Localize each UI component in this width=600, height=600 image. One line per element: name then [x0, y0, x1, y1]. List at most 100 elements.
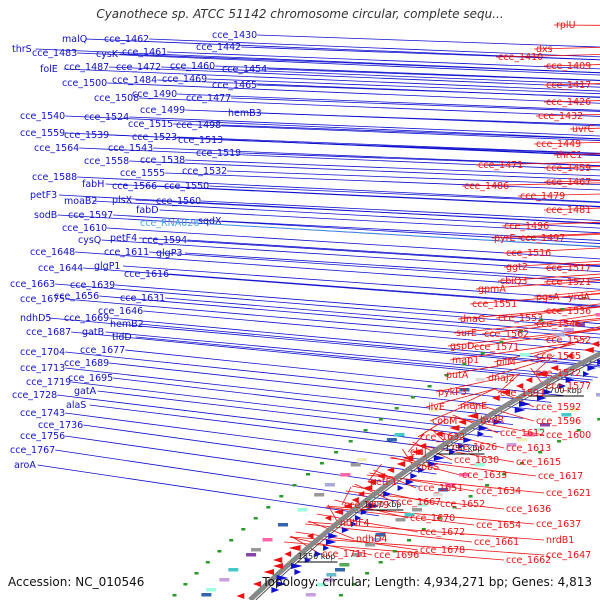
- gene-label[interactable]: cobM: [432, 416, 457, 427]
- gene-label[interactable]: cce_1633: [462, 470, 507, 481]
- gene-label[interactable]: cce_1477: [186, 93, 231, 104]
- gene-label[interactable]: cce_1600: [546, 430, 591, 441]
- gene-label[interactable]: pykF3: [438, 387, 467, 398]
- gene-label[interactable]: cce_1662: [506, 555, 551, 566]
- gene-label[interactable]: cce_1462: [104, 34, 149, 45]
- gene-label[interactable]: putA: [446, 370, 469, 381]
- gene-label[interactable]: cce_1678: [420, 545, 465, 556]
- gene-label[interactable]: uvrC: [572, 124, 595, 135]
- gene-label[interactable]: cce_1637: [536, 519, 581, 530]
- gene-label[interactable]: cce_1539: [64, 130, 109, 141]
- gene-label[interactable]: cce_1617: [538, 471, 583, 482]
- gene-label[interactable]: cce_1636: [506, 504, 551, 515]
- gene-label[interactable]: cce_1442: [196, 42, 241, 53]
- gene-label[interactable]: cce_1460: [170, 61, 215, 72]
- gene-label[interactable]: fabD: [136, 205, 159, 216]
- gene-label[interactable]: cce_1695: [68, 373, 113, 384]
- gene-label[interactable]: cce_1555: [120, 168, 165, 179]
- gene-label[interactable]: cce_1484: [112, 75, 157, 86]
- gene-label[interactable]: cce_1713: [20, 363, 65, 374]
- gene-label[interactable]: cce_1711: [322, 549, 367, 560]
- gene-label[interactable]: cce_1565: [536, 351, 581, 362]
- gene-label[interactable]: cce_1521: [546, 277, 591, 288]
- gene-label[interactable]: gspD: [450, 341, 474, 352]
- gene-label[interactable]: cce_1523: [132, 132, 177, 143]
- gene-label[interactable]: cce_1483: [32, 48, 77, 59]
- gene-label[interactable]: petF1: [370, 477, 397, 488]
- gene-label[interactable]: hemB2: [110, 319, 144, 330]
- gene-label[interactable]: moaB2: [64, 196, 97, 207]
- gene-label[interactable]: petF4: [110, 233, 137, 244]
- gene-label[interactable]: cce_1481: [546, 205, 591, 216]
- gene-label[interactable]: thrS: [12, 44, 32, 55]
- gene-label[interactable]: cce_1612: [500, 428, 545, 439]
- gene-label[interactable]: cce_1566: [112, 181, 157, 192]
- gene-label[interactable]: pgsA: [536, 292, 560, 303]
- gene-label[interactable]: bvdR: [480, 415, 505, 426]
- gene-label[interactable]: cce_1577: [546, 381, 591, 392]
- gene-label[interactable]: gatB: [82, 327, 104, 338]
- gene-label[interactable]: cce_1661: [474, 537, 519, 548]
- gene-label[interactable]: alaS: [66, 400, 86, 411]
- gene-label[interactable]: dnaJ2: [488, 373, 515, 384]
- gene-label[interactable]: map1: [452, 355, 479, 366]
- gene-label[interactable]: cce_1553: [498, 313, 543, 324]
- gene-label[interactable]: cbiJ: [410, 447, 427, 458]
- gene-label[interactable]: cce_1656: [54, 291, 99, 302]
- gene-label[interactable]: cce_1496: [504, 221, 549, 232]
- gene-label[interactable]: sodB: [34, 210, 57, 221]
- gene-label[interactable]: cce_1515: [128, 119, 173, 130]
- gene-label[interactable]: cce_1540: [20, 111, 65, 122]
- gene-label[interactable]: cce_1767: [10, 445, 55, 456]
- gene-label[interactable]: ndhD5: [20, 313, 51, 324]
- gene-label[interactable]: cce_1469: [162, 74, 207, 85]
- gene-label[interactable]: cce_1651: [418, 483, 463, 494]
- gene-label[interactable]: cce_1486: [464, 181, 509, 192]
- gene-label[interactable]: cce_1648: [30, 247, 75, 258]
- gene-label[interactable]: cce_1613: [506, 443, 551, 454]
- gene-label[interactable]: cce_1461: [122, 47, 167, 58]
- gene-label[interactable]: cce_1432: [538, 111, 583, 122]
- gene-label[interactable]: cce_1490: [132, 89, 177, 100]
- gene-label[interactable]: cce_1564: [34, 143, 79, 154]
- gene-label[interactable]: cce_1663: [10, 279, 55, 290]
- gene-label[interactable]: cce_1426: [546, 97, 591, 108]
- gene-label[interactable]: fabH: [82, 179, 104, 190]
- gene-label[interactable]: cce_1594: [142, 235, 187, 246]
- gene-label[interactable]: cce_1513: [178, 135, 223, 146]
- gene-label[interactable]: cce_1571: [474, 342, 519, 353]
- gene-label[interactable]: surE: [456, 328, 477, 339]
- gene-label[interactable]: cce_1591: [500, 388, 545, 399]
- gene-label[interactable]: cce_1519: [196, 148, 241, 159]
- gene-label[interactable]: dnaG: [460, 314, 485, 325]
- gene-label[interactable]: ndhF4: [340, 518, 370, 529]
- gene-label[interactable]: cce_1410: [498, 52, 543, 63]
- gene-labels[interactable]: malQ cce_1462 thrS cce_1483 cysK cce_1461 folE…: [10, 20, 595, 566]
- gene-label[interactable]: cce_1675: [20, 294, 65, 305]
- gene-label[interactable]: tldD: [112, 332, 132, 343]
- gene-label[interactable]: cce_1536: [546, 306, 591, 317]
- gene-label[interactable]: cce_1630: [454, 455, 499, 466]
- gene-label[interactable]: cce_1696: [374, 550, 419, 561]
- gene-label[interactable]: cce_1670: [410, 513, 455, 524]
- gene-label[interactable]: cce_1667: [396, 497, 441, 508]
- gene-label[interactable]: cobS: [416, 462, 439, 473]
- gene-label[interactable]: cce_1538: [140, 155, 185, 166]
- gene-label[interactable]: cce_1615: [516, 457, 561, 468]
- gene-label[interactable]: cce_1467: [546, 177, 591, 188]
- gene-label[interactable]: cce_1669: [64, 313, 109, 324]
- gene-label[interactable]: folE: [40, 64, 58, 75]
- gene-label[interactable]: plsX: [112, 195, 133, 206]
- gene-label[interactable]: hemB3: [228, 108, 262, 119]
- gene-label[interactable]: cce_1743: [20, 408, 65, 419]
- gene-label[interactable]: cce_1472: [116, 62, 161, 73]
- gene-label[interactable]: cce_1552: [546, 335, 591, 346]
- gene-label[interactable]: petF3: [30, 190, 57, 201]
- gene-label[interactable]: cce_RNA026: [140, 218, 199, 229]
- gene-label[interactable]: cce_1558: [84, 156, 129, 167]
- gene-label[interactable]: cce_1756: [20, 431, 65, 442]
- gene-label[interactable]: gatA: [74, 386, 97, 397]
- gene-label[interactable]: cce_1736: [38, 420, 83, 431]
- gene-label[interactable]: cce_1459: [546, 163, 591, 174]
- gene-label[interactable]: cce_1611: [104, 247, 149, 258]
